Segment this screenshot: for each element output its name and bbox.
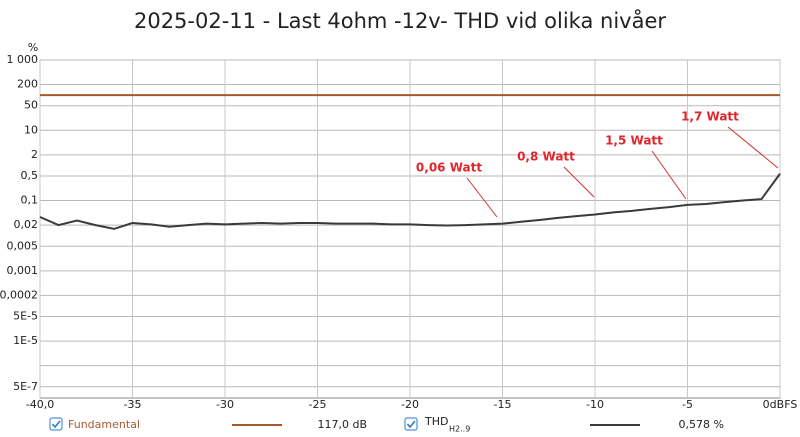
- series-line: [39, 173, 781, 230]
- y-tick-label: 200: [17, 78, 38, 91]
- y-tick-label: 50: [24, 99, 38, 112]
- chart-title: 2025-02-11 - Last 4ohm -12v- THD vid oli…: [134, 8, 666, 33]
- annotation: 1,7 Watt: [681, 110, 739, 124]
- x-tick-label: 0dBFS: [763, 398, 798, 411]
- x-tick-label: -20: [401, 398, 419, 411]
- x-tick-label: -10: [586, 398, 604, 411]
- x-tick-label: -15: [494, 398, 512, 411]
- legend-label: Fundamental: [68, 418, 140, 431]
- y-tick-label: 0,005: [7, 239, 39, 252]
- annotation: 0,8 Watt: [517, 150, 575, 164]
- legend: Fundamental 117,0 dB THD H2..9 0,578 %: [49, 415, 724, 434]
- checkmark: [406, 420, 416, 429]
- y-tick-label: 0,5: [21, 169, 39, 182]
- x-tick-label: -40,0: [26, 398, 54, 411]
- y-tick-label: 5E-7: [13, 380, 38, 393]
- y-tick-label: 0,1: [21, 194, 39, 207]
- x-tick-label: -35: [124, 398, 142, 411]
- x-tick-label: -30: [216, 398, 234, 411]
- y-tick-label: 5E-5: [13, 310, 38, 323]
- annotation: 1,5 Watt: [605, 134, 663, 148]
- annotation-arrow: [466, 177, 498, 218]
- y-tick-label: 0,02: [14, 218, 39, 231]
- y-tick-label: 0,0002: [0, 288, 38, 301]
- legend-label: THD: [424, 415, 448, 428]
- y-tick-label: 1E-5: [13, 334, 38, 347]
- y-axis-label: %: [28, 41, 38, 54]
- annotation: 0,06 Watt: [416, 161, 482, 175]
- y-tick-label: 10: [24, 123, 38, 136]
- legend-reading: 0,578 %: [679, 418, 724, 431]
- x-tick-label: -5: [682, 398, 693, 411]
- checkmark: [51, 420, 61, 429]
- legend-label-sub: H2..9: [449, 425, 470, 434]
- y-tick-label: 1 000: [7, 53, 39, 66]
- y-tick-label: 0,001: [7, 264, 39, 277]
- annotation-arrow: [563, 166, 595, 198]
- legend-reading: 117,0 dB: [317, 418, 367, 431]
- checkbox[interactable]: [404, 417, 418, 431]
- checkbox[interactable]: [49, 417, 63, 431]
- x-tick-label: -25: [309, 398, 327, 411]
- annotation-arrow: [727, 126, 779, 169]
- y-tick-label: 2: [31, 148, 38, 161]
- annotation-arrow: [651, 150, 687, 200]
